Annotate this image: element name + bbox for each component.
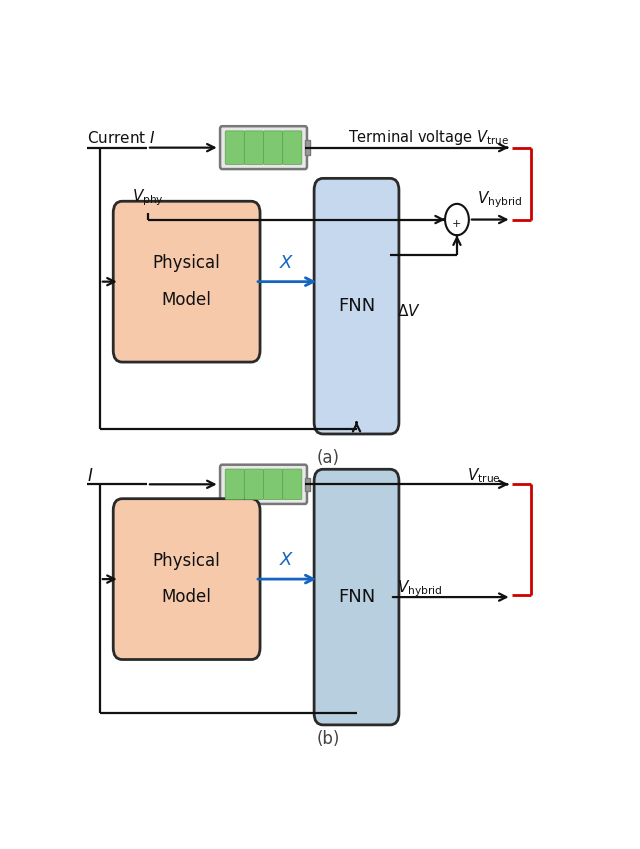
FancyBboxPatch shape xyxy=(314,178,399,434)
Text: FNN: FNN xyxy=(338,588,375,606)
Text: $V_{\rm phy}$: $V_{\rm phy}$ xyxy=(132,187,164,208)
Text: Model: Model xyxy=(162,588,212,606)
FancyBboxPatch shape xyxy=(264,131,283,165)
FancyBboxPatch shape xyxy=(113,201,260,362)
Text: Current $\mathit{I}$: Current $\mathit{I}$ xyxy=(88,130,156,146)
FancyBboxPatch shape xyxy=(220,464,307,504)
FancyBboxPatch shape xyxy=(244,131,264,165)
Text: $V_{\rm hybrid}$: $V_{\rm hybrid}$ xyxy=(397,579,443,599)
Text: +: + xyxy=(452,219,461,229)
Text: $V_{\rm hybrid}$: $V_{\rm hybrid}$ xyxy=(477,189,522,210)
Text: $\mathit{I}$: $\mathit{I}$ xyxy=(88,468,94,486)
Text: $\Delta V$: $\Delta V$ xyxy=(397,303,421,319)
Bar xyxy=(305,478,310,491)
Text: $\mathbf{\mathit{X}}$: $\mathbf{\mathit{X}}$ xyxy=(280,254,295,272)
FancyBboxPatch shape xyxy=(225,131,244,165)
FancyBboxPatch shape xyxy=(314,469,399,725)
Bar xyxy=(305,140,310,155)
Text: FNN: FNN xyxy=(338,297,375,315)
Text: (a): (a) xyxy=(317,449,339,467)
Text: Physical: Physical xyxy=(153,255,221,273)
FancyBboxPatch shape xyxy=(225,469,244,499)
Text: $V_{\rm true}$: $V_{\rm true}$ xyxy=(467,466,500,485)
FancyBboxPatch shape xyxy=(264,469,283,499)
FancyBboxPatch shape xyxy=(244,469,264,499)
Text: Model: Model xyxy=(162,291,212,309)
Text: Terminal voltage $V_{\rm true}$: Terminal voltage $V_{\rm true}$ xyxy=(348,128,509,148)
FancyBboxPatch shape xyxy=(113,498,260,660)
Text: (b): (b) xyxy=(316,730,340,748)
FancyBboxPatch shape xyxy=(283,131,302,165)
FancyBboxPatch shape xyxy=(220,127,307,169)
Text: $\mathbf{\mathit{X}}$: $\mathbf{\mathit{X}}$ xyxy=(280,551,295,570)
Circle shape xyxy=(445,204,469,235)
Text: Physical: Physical xyxy=(153,552,221,570)
FancyBboxPatch shape xyxy=(283,469,302,499)
